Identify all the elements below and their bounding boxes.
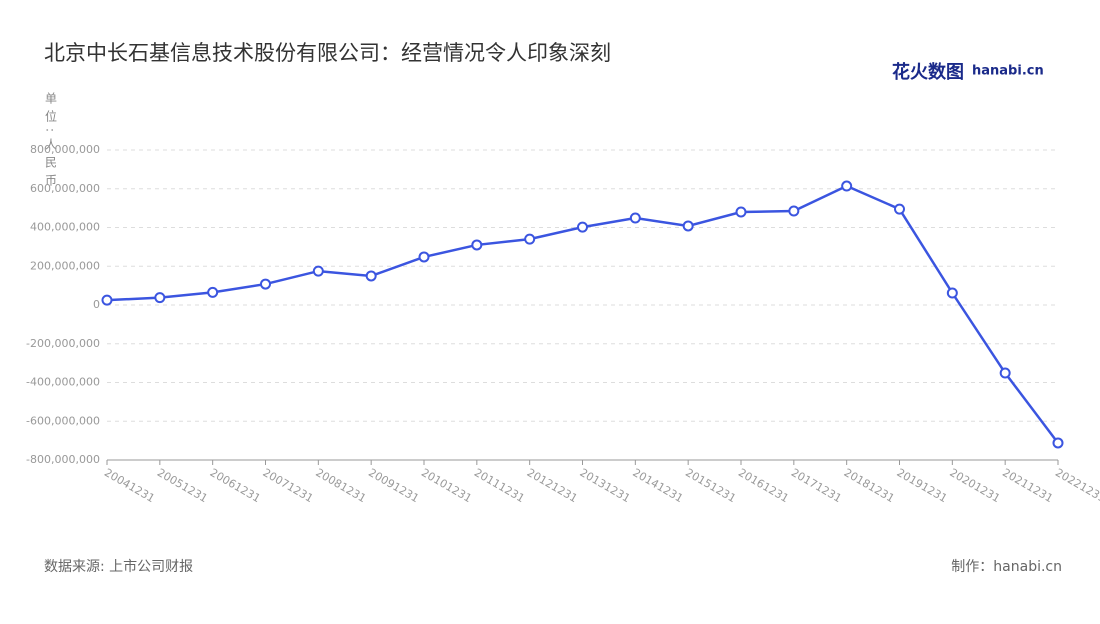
chart-title: 北京中长石基信息技术股份有限公司：经营情况令人印象深刻 [44, 41, 611, 65]
x-tick-label: 20061231 [208, 466, 263, 505]
x-tick-label: 20211231 [1000, 466, 1055, 505]
point [999, 367, 1011, 379]
x-tick-label: 20111231 [472, 466, 527, 505]
credit: 制作：hanabi.cn [951, 559, 1062, 575]
point [894, 203, 905, 215]
point [101, 294, 113, 306]
source: 数据来源: 上市公司财报 [44, 558, 193, 575]
point [524, 233, 536, 245]
point [471, 239, 483, 251]
logo-sub: hanabi.cn [972, 64, 1044, 79]
x-tick-label: 20151231 [683, 466, 738, 505]
point [577, 221, 588, 233]
x-tick-label: 20181231 [842, 466, 897, 505]
x-tick-label: 20101231 [419, 466, 474, 505]
y-tick-label: 200,000,000 [30, 259, 100, 272]
x-tick-label: 20191231 [895, 466, 950, 505]
point [207, 286, 219, 298]
x-tick-label: 20081231 [313, 466, 368, 505]
y-tick-label: 600,000,000 [30, 182, 100, 195]
x-tick-label: 20041231 [102, 466, 157, 505]
x-tick-label: 20121231 [525, 466, 580, 505]
x-tick-label: 20141231 [630, 466, 685, 505]
y-tick-label: 0 [93, 298, 100, 311]
point [629, 212, 641, 224]
point [1052, 437, 1064, 449]
y-tick-label: -800,000,000 [26, 453, 100, 466]
point [946, 287, 958, 299]
point [260, 278, 271, 290]
y-tick-label: 400,000,000 [30, 221, 100, 234]
y-tick-label: 800,000,000 [30, 143, 100, 156]
point [154, 292, 166, 304]
x-tick-label: 20201231 [947, 466, 1002, 505]
point [735, 206, 747, 218]
y-tick-label: -200,000,000 [26, 337, 100, 350]
x-tick-label: 20171231 [789, 466, 844, 505]
x-tick-label: 20221231 [1053, 466, 1100, 505]
point [418, 251, 430, 263]
x-tick-label: 20091231 [366, 466, 421, 505]
x-tick-label: 20051231 [155, 466, 210, 505]
point [365, 270, 377, 282]
logo: 花火数图 [892, 61, 964, 83]
point [682, 220, 694, 232]
y-tick-label: -400,000,000 [26, 376, 100, 389]
y-tick-label: -600,000,000 [26, 414, 100, 427]
x-tick-label: 20161231 [736, 466, 791, 505]
x-tick-label: 20071231 [261, 466, 316, 505]
point [312, 265, 324, 277]
x-tick-label: 20131231 [578, 466, 633, 505]
y-axis-label: 单位:人民币 [44, 92, 58, 192]
point [841, 180, 853, 192]
point [788, 205, 800, 217]
